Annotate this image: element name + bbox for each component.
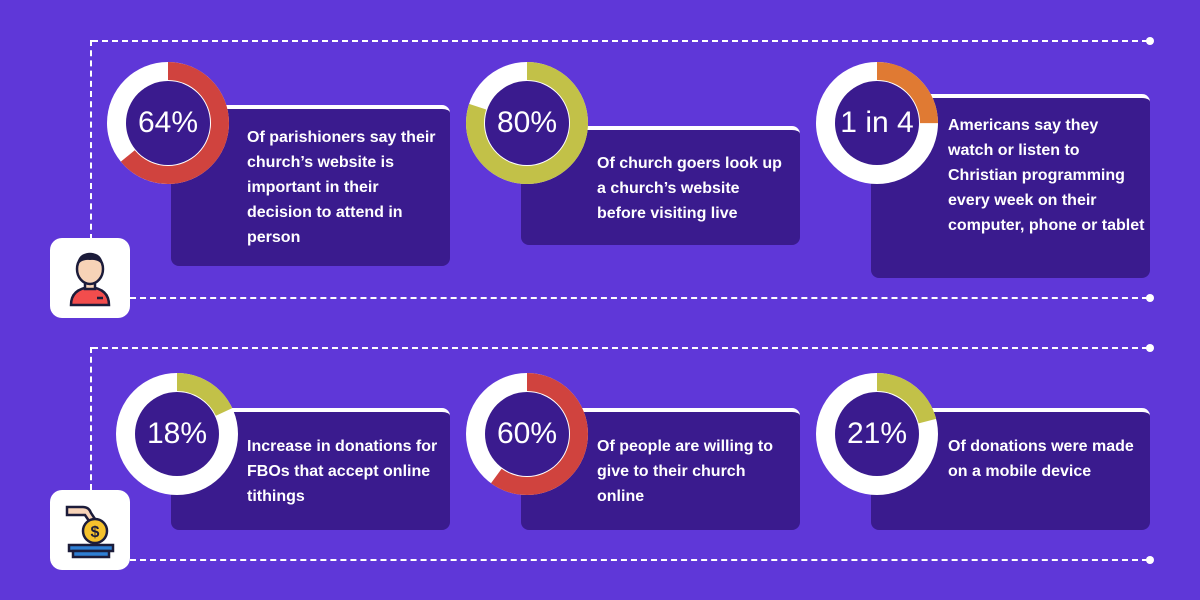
row1-bottom-dot [1146, 294, 1154, 302]
stat-3-ring: 1 in 4 [816, 62, 938, 184]
stat-5-progress-arc [466, 373, 588, 495]
stat-5-ring: 60% [466, 373, 588, 495]
svg-text:$: $ [91, 524, 100, 541]
row2-left-dashed-line [90, 347, 92, 490]
stat-1-description: Of parishioners say their church’s websi… [247, 129, 436, 246]
coin-donation-icon-tile: $ [50, 490, 130, 570]
stat-3-value: 1 in 4 [835, 81, 919, 165]
row1-top-dashed-line [92, 40, 1148, 42]
row2-bottom-dot [1146, 556, 1154, 564]
row1-left-dashed-line [90, 40, 92, 240]
stat-4-progress-arc [116, 373, 238, 495]
row2-top-dashed-line [92, 347, 1148, 349]
row1-bottom-dashed-line [130, 297, 1148, 299]
stat-1-progress-arc [107, 62, 229, 184]
person-icon [69, 252, 111, 307]
stat-6-description: Of donations were made on a mobile devic… [948, 438, 1134, 480]
stat-3-description: Americans say they watch or listen to Ch… [948, 117, 1145, 234]
stat-4-description: Increase in donations for FBOs that acce… [247, 438, 438, 505]
stat-3-progress-arc [816, 62, 938, 184]
stat-2-value: 80% [485, 81, 569, 165]
stat-card-3 [871, 94, 1150, 278]
stat-1-value: 64% [126, 81, 210, 165]
person-icon-tile [50, 238, 130, 318]
stat-6-ring: 21% [816, 373, 938, 495]
stat-4-ring: 18% [116, 373, 238, 495]
stat-6-value: 21% [835, 392, 919, 476]
stat-2-progress-arc [466, 62, 588, 184]
stat-2-ring: 80% [466, 62, 588, 184]
stat-2-description: Of church goers look up a church’s websi… [597, 155, 782, 222]
stat-6-progress-arc [816, 373, 938, 495]
row2-top-dot [1146, 344, 1154, 352]
row1-top-dot [1146, 37, 1154, 45]
stat-1-ring: 64% [107, 62, 229, 184]
stat-5-description: Of people are willing to give to their c… [597, 438, 774, 505]
row2-bottom-dashed-line [130, 559, 1148, 561]
stat-4-value: 18% [135, 392, 219, 476]
stat-5-value: 60% [485, 392, 569, 476]
coin-donation-icon: $ [65, 505, 115, 559]
